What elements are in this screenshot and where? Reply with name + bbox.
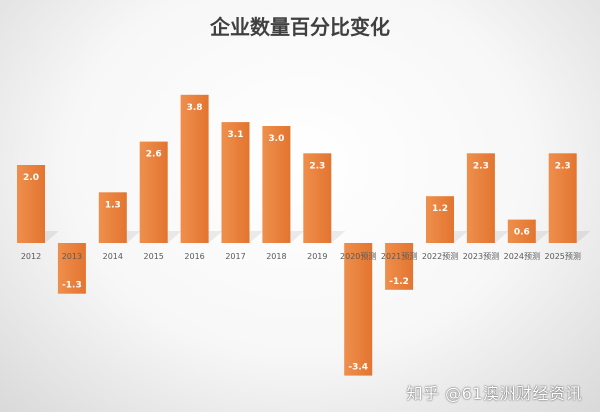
value-label: 2.3 xyxy=(473,161,489,171)
bar xyxy=(344,243,373,376)
bars xyxy=(17,94,577,376)
chart-title: 企业数量百分比变化 xyxy=(209,15,390,39)
value-label: -1.3 xyxy=(62,281,82,291)
value-label: -1.2 xyxy=(389,277,409,287)
x-tick-labels: 2012 2013 2014 2015 2016 2017 2018 2019 2020预测 20… xyxy=(21,251,581,261)
bar xyxy=(303,153,332,243)
x-tick-label: 2012 xyxy=(21,252,41,261)
x-tick-label: 2018 xyxy=(266,252,286,261)
bar xyxy=(262,126,291,243)
x-tick-label: 2020预测 xyxy=(340,251,376,261)
value-label: 0.6 xyxy=(514,228,530,238)
value-label: 3.0 xyxy=(268,134,284,144)
value-label: 1.2 xyxy=(432,204,448,214)
bar xyxy=(507,219,536,243)
x-tick-label: 2025预测 xyxy=(545,251,581,261)
x-tick-label: 2023预测 xyxy=(463,251,499,261)
value-label: 2.3 xyxy=(309,161,325,171)
bar xyxy=(466,153,495,243)
value-label: -3.4 xyxy=(348,363,368,373)
x-tick-label: 2015 xyxy=(144,252,164,261)
x-tick-label: 2019 xyxy=(307,252,327,261)
x-tick-label: 2013 xyxy=(62,252,82,261)
x-tick-label: 2017 xyxy=(225,252,245,261)
value-label: 3.1 xyxy=(228,130,244,140)
value-label: 3.8 xyxy=(187,103,203,113)
value-label: 2.3 xyxy=(555,161,571,171)
value-label: 1.3 xyxy=(105,200,121,210)
bar xyxy=(180,94,209,243)
bar xyxy=(98,192,127,243)
bar xyxy=(385,243,414,290)
bar xyxy=(139,141,168,243)
bar xyxy=(221,122,250,243)
value-label: 2.0 xyxy=(23,173,39,183)
value-label: 2.6 xyxy=(146,150,162,160)
bar xyxy=(17,165,45,243)
bar xyxy=(426,196,454,243)
x-tick-label: 2021预测 xyxy=(381,251,417,261)
x-tick-label: 2022预测 xyxy=(422,251,458,261)
watermark: 知乎 @61澳洲财经资讯 xyxy=(406,384,582,403)
x-tick-label: 2014 xyxy=(103,252,123,261)
bar xyxy=(57,243,86,294)
x-tick-label: 2016 xyxy=(184,252,204,261)
bar xyxy=(548,153,577,243)
value-labels: 2.0 -1.3 1.3 2.6 3.8 3.1 3.0 2.3 -3.4 -1.2 1.2 2.3 0… xyxy=(23,103,571,373)
x-tick-label: 2024预测 xyxy=(504,251,540,261)
